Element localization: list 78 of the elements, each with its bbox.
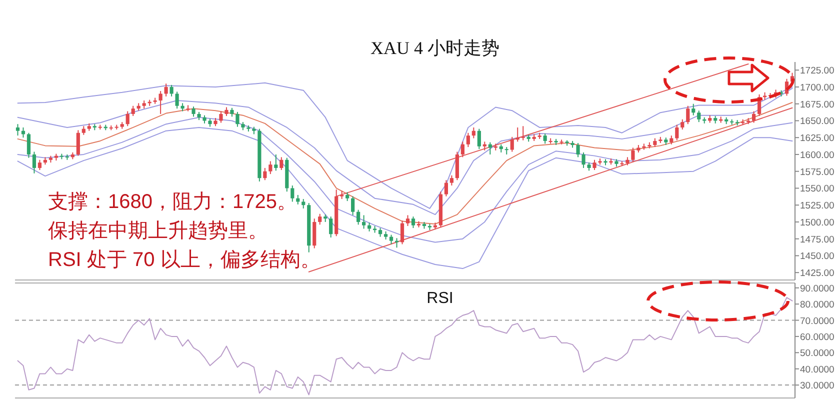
candlestick [576,142,580,158]
candlestick [466,132,470,148]
candlestick [455,151,459,181]
candlestick [631,147,635,162]
candlestick [192,106,196,118]
chart-title: RSI [426,290,454,307]
line-series [17,126,793,270]
candlestick [329,216,333,238]
y-tick-label: 40.0000 [800,364,834,376]
candlestick [236,111,240,128]
candlestick [131,105,135,116]
chart-title: XAU 4 小时走势 [370,38,500,58]
candlestick [164,83,168,97]
y-tick-label: 1575.00 [800,166,834,178]
candlestick [158,90,162,114]
candlestick [521,126,525,141]
candlestick [318,213,322,226]
candlestick [219,110,223,124]
y-tick-label: 1700.00 [800,82,834,94]
candlestick [543,133,547,144]
candlestick [752,110,756,124]
candlestick [444,180,448,197]
y-tick-label: 1525.00 [800,200,834,212]
candlestick [697,110,701,123]
candlestick [460,141,464,158]
candlestick [411,216,416,229]
candlestick [263,167,267,181]
candlestick [362,214,366,230]
annotation: 支撑：1680，阻力：1725。 [48,191,297,213]
y-tick-label: 70.0000 [800,316,834,327]
candlestick [32,151,36,174]
y-tick-label: 90.0000 [800,283,834,294]
candlestick [477,128,481,150]
candlestick [280,156,284,170]
annotation: RSI 处于 70 以上，偏多结构。 [48,249,320,271]
candlestick [38,159,42,170]
candlestick [675,124,679,141]
y-tick-label: 1475.00 [800,234,834,246]
y-tick-label: 1425.00 [800,268,834,280]
y-tick-label: 1600.00 [800,150,834,161]
candlestick [680,118,684,130]
candlestick [274,154,278,172]
candlestick [472,126,476,139]
candlestick [290,185,294,202]
candlestick [76,130,80,156]
candlestick [126,110,130,127]
candlestick [450,174,454,186]
candlestick [26,132,31,158]
candlestick [510,136,514,152]
candlestick [268,160,272,175]
candlestick [170,84,174,97]
candlestick [582,152,586,168]
candlestick [516,126,520,142]
y-tick-label: 1675.00 [800,99,834,110]
candlestick [400,220,404,245]
candlestick [406,214,410,227]
candlestick [389,234,394,245]
candlestick [592,159,596,170]
candlestick [356,209,360,226]
candlestick [302,198,306,209]
y-tick-label: 30.0000 [800,380,834,392]
candlestick [186,104,190,112]
y-tick-label: 50.0000 [800,348,834,360]
candlestick [692,103,696,116]
annotation: 保持在中期上升趋势里。 [48,220,268,242]
candlestick [351,196,355,216]
y-tick-label: 1450.00 [800,251,834,262]
y-tick-label: 1725.00 [800,66,834,77]
candlestick [16,124,20,136]
candlestick [686,105,690,125]
y-tick-label: 60.0000 [800,332,834,343]
y-tick-label: 80.0000 [800,300,834,311]
y-tick-label: 1650.00 [800,116,834,128]
candlestick [175,91,179,110]
candlestick [312,218,316,249]
y-tick-label: 1625.00 [800,133,834,144]
y-tick-label: 1550.00 [800,184,834,195]
y-tick-label: 1500.00 [800,217,834,228]
